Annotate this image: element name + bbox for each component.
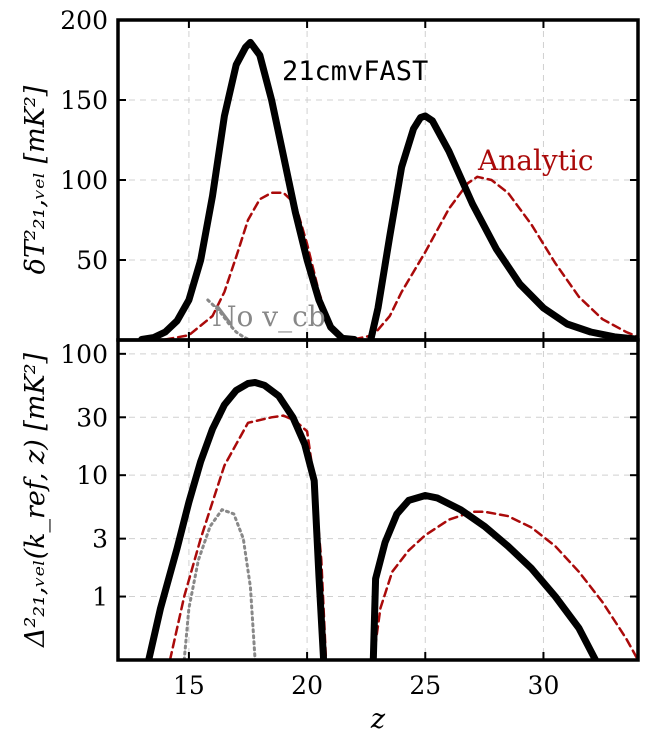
top-y-ticks: 50 100 150 200 [60, 6, 638, 275]
bottom-panel: 1 3 10 30 100 15 20 25 30 Δ²₂₁,ᵥₑₗ(k_ref, z) [m… [20, 338, 640, 735]
x-tick-label: 25 [409, 671, 441, 700]
bottom-y-tick-label: 3 [92, 525, 108, 554]
bottom-y-tick-label: 1 [92, 583, 108, 612]
top-y-tick-label: 50 [76, 246, 108, 275]
top-y-tick-label: 150 [60, 86, 108, 115]
top-y-tick-label: 100 [60, 166, 108, 195]
top-y-axis-label: δT²₂₁,ᵥₑₗ [mK²] [20, 85, 51, 274]
top-series-analytic-segment-1 [353, 175, 638, 340]
bottom-grid [118, 340, 638, 660]
bottom-series-21cmvfast-segment-0 [145, 379, 328, 660]
top-series-no-v-cb-segment-0 [206, 298, 250, 340]
bottom-series-analytic-segment-0 [168, 414, 328, 660]
x-tick-label: 20 [291, 671, 323, 700]
bottom-series-no-v-cb-segment-0 [182, 508, 257, 660]
bottom-y-ticks: 1 3 10 30 100 [60, 340, 638, 612]
bottom-series-21cmvfast-segment-1 [369, 492, 599, 660]
x-tick-label: 30 [528, 671, 560, 700]
bottom-series [145, 379, 638, 660]
x-axis-label: z [370, 704, 386, 735]
annotation-no-vcb: No v_cb [212, 300, 326, 333]
annotation-21cmvfast: 21cmvFAST [282, 56, 428, 87]
top-series-21cmvfast-segment-0 [138, 38, 358, 340]
bottom-y-axis-label: Δ²₂₁,ᵥₑₗ(k_ref, z) [mK²] [20, 352, 51, 648]
x-tick-label: 15 [173, 671, 205, 700]
bottom-y-tick-label: 30 [76, 403, 108, 432]
top-panel: 50 100 150 200 21cmvFAST Analytic No v_cb δ… [20, 6, 640, 342]
bottom-series-analytic-segment-1 [372, 510, 638, 660]
top-y-tick-label: 200 [60, 6, 108, 35]
bottom-x-ticks: 15 20 25 30 [173, 340, 559, 700]
top-series [138, 38, 638, 340]
annotation-analytic: Analytic [477, 144, 594, 177]
bottom-y-tick-label: 10 [76, 461, 108, 490]
bottom-y-tick-label: 100 [60, 340, 108, 369]
bottom-plot-frame [116, 338, 640, 662]
top-series-21cmvfast-segment-1 [367, 112, 638, 340]
